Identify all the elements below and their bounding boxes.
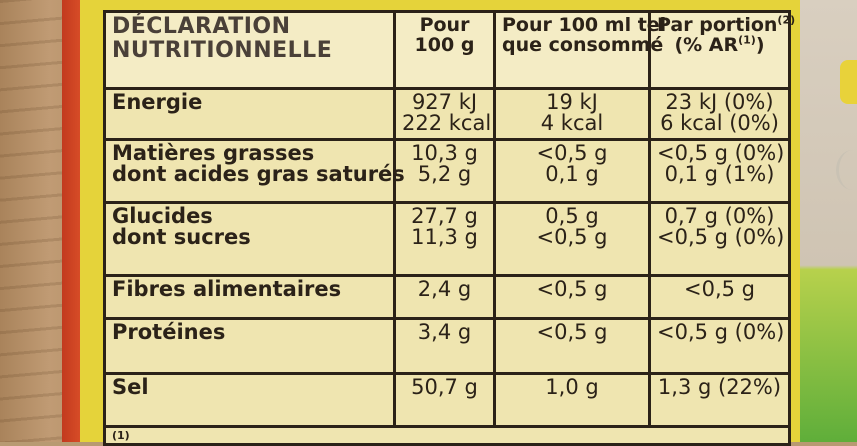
row-label: Sel — [103, 372, 396, 428]
cell-per-portion: <0,5 g (0%) 0,1 g (1%) — [648, 138, 791, 204]
header-per-portion: Par portion(2) (% AR(1)) — [648, 10, 795, 90]
cell-per-portion: <0,5 g (0%) — [648, 317, 791, 375]
cell-per-100g: 27,7 g 11,3 g — [393, 201, 496, 277]
cell-per-100g: 3,4 g — [393, 317, 496, 375]
cell-per-portion: <0,5 g — [648, 274, 791, 320]
row-label: Fibres alimentaires — [103, 274, 396, 320]
cell-per-100ml: <0,5 g — [493, 274, 651, 320]
header-per-100ml: Pour 100 ml tel que consommé — [493, 10, 666, 90]
cell-per-100ml: <0,5 g 0,1 g — [493, 138, 651, 204]
header-row: DÉCLARATION NUTRITIONNELLE Pour 100 g Po… — [103, 10, 795, 90]
cell-per-100g: 50,7 g — [393, 372, 496, 428]
row-label: Glucides dont sucres — [103, 201, 396, 277]
table-row-fibres: Fibres alimentaires 2,4 g <0,5 g <0,5 g — [103, 274, 791, 320]
row-label: Protéines — [103, 317, 396, 375]
table-row-proteines: Protéines 3,4 g <0,5 g <0,5 g (0%) — [103, 317, 791, 375]
header-nutrient: DÉCLARATION NUTRITIONNELLE — [103, 10, 396, 90]
cell-per-100ml: <0,5 g — [493, 317, 651, 375]
cell-per-100ml: 0,5 g <0,5 g — [493, 201, 651, 277]
cell-per-portion: 1,3 g (22%) — [648, 372, 791, 428]
package-badge — [840, 60, 857, 104]
cell-per-100g: 10,3 g 5,2 g — [393, 138, 496, 204]
table-row-sel: Sel 50,7 g 1,0 g 1,3 g (22%) — [103, 372, 791, 428]
cell-per-100g: 927 kJ 222 kcal — [393, 87, 496, 141]
row-label: Energie — [103, 87, 396, 141]
nutrition-table: DÉCLARATION NUTRITIONNELLE Pour 100 g Po… — [103, 10, 795, 446]
cell-per-portion: 23 kJ (0%) 6 kcal (0%) — [648, 87, 791, 141]
cell-per-100g: 2,4 g — [393, 274, 496, 320]
table-row-matieres-grasses: Matières grasses dont acides gras saturé… — [103, 138, 791, 204]
table-row-energie: Energie 927 kJ 222 kcal 19 kJ 4 kcal 23 … — [103, 87, 791, 141]
package-mark — [836, 150, 857, 190]
table-row-glucides: Glucides dont sucres 27,7 g 11,3 g 0,5 g… — [103, 201, 791, 277]
cell-per-portion: 0,7 g (0%) <0,5 g (0%) — [648, 201, 791, 277]
row-label: Matières grasses dont acides gras saturé… — [103, 138, 405, 204]
header-per-100g: Pour 100 g — [393, 10, 496, 90]
cell-per-100ml: 1,0 g — [493, 372, 651, 428]
cell-per-100ml: 19 kJ 4 kcal — [493, 87, 651, 141]
